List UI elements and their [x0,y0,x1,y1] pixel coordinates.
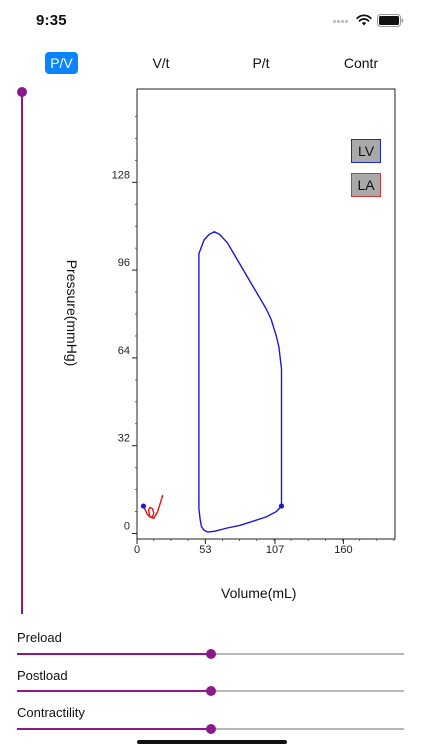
preload-label: Preload [17,630,62,645]
series-la-marker [140,503,147,509]
x-axis-label: Volume(mL) [221,585,297,601]
preload-slider-rest [211,653,404,655]
y-tick-label: 0 [124,521,130,533]
preload-slider-fill [17,653,211,655]
postload-slider[interactable] [17,685,404,697]
postload-label: Postload [17,668,68,683]
tab-pv[interactable]: P/V [45,52,78,74]
battery-icon [377,14,404,27]
postload-slider-thumb[interactable] [206,686,216,696]
tab-pt[interactable]: P/t [252,55,270,71]
x-tick-label: 53 [199,544,211,556]
contractility-slider[interactable] [17,723,404,735]
contractility-slider-fill [17,728,211,730]
contractility-slider-thumb[interactable] [206,724,216,734]
contractility-slider-rest [211,728,404,730]
contractility-label: Contractility [17,705,85,720]
y-tick-label: 96 [118,257,130,269]
tab-vt[interactable]: V/t [152,55,170,71]
tab-contr[interactable]: Contr [343,55,379,71]
pv-loop-chart: 0 32 64 96 128 0 53 107 160 [112,88,396,556]
y-tick-label: 128 [112,169,130,181]
series-lv-line [198,230,283,533]
preload-slider-thumb[interactable] [206,649,216,659]
postload-slider-rest [211,690,404,692]
y-tick-label: 32 [118,433,130,445]
postload-slider-fill [17,690,211,692]
legend-la-button[interactable]: LA [351,173,381,197]
series-lv-marker [278,503,285,509]
vertical-slider-track[interactable] [21,92,23,614]
y-tick-label: 64 [118,345,130,357]
series-la-line [142,494,164,520]
cellular-signal-icon [333,20,351,24]
wifi-icon [356,14,372,26]
view-tabs: P/V V/t P/t Contr [0,50,422,76]
preload-slider[interactable] [17,648,404,660]
status-time: 9:35 [36,12,67,29]
legend-lv-button[interactable]: LV [351,139,381,163]
home-indicator [137,740,287,744]
x-tick-label: 107 [266,544,284,556]
x-tick-label: 160 [334,544,352,556]
x-tick-label: 0 [134,544,140,556]
vertical-slider-thumb[interactable] [17,87,27,97]
y-axis-label: Pressure(mmHg) [64,259,80,367]
status-bar: 9:35 [0,0,422,44]
